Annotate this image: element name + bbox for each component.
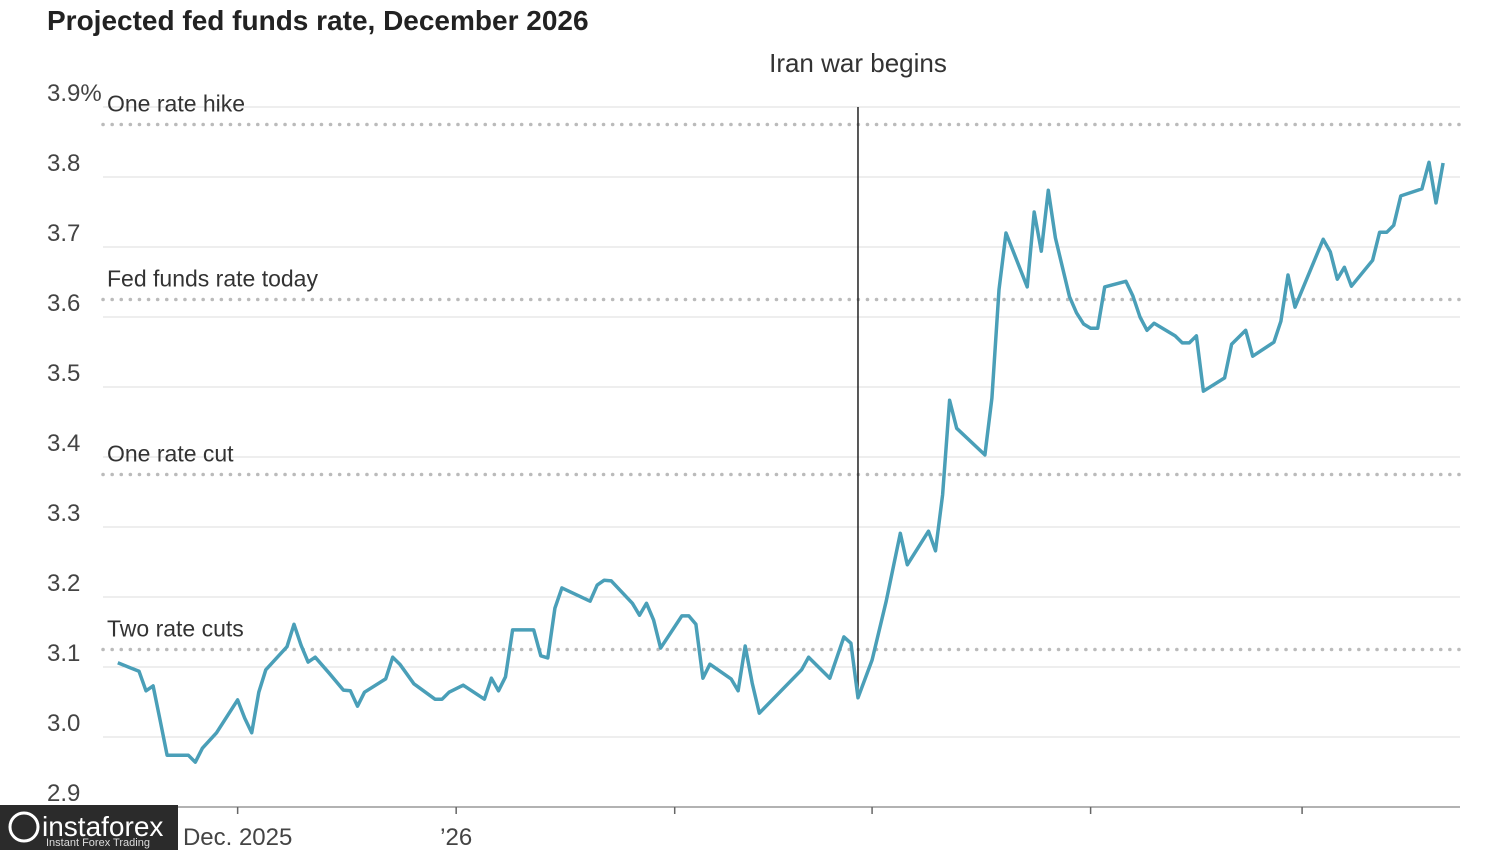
y-tick-label: 3.2 — [47, 570, 80, 597]
y-tick-label: 3.4 — [47, 430, 80, 457]
y-tick-label: 3.0 — [47, 710, 80, 737]
plot-area: 2.9 3.0 3.1 3.2 3.3 3.4 3.5 3.6 3.7 3.8 3.9% Dec. 2… — [47, 48, 1462, 850]
watermark-logo — [8, 811, 40, 843]
reference-label: One rate cut — [107, 441, 234, 467]
reference-label: Fed funds rate today — [107, 266, 318, 292]
y-tick-label: 3.7 — [47, 220, 80, 247]
reference-label: Two rate cuts — [107, 616, 244, 642]
watermark-tagline: Instant Forex Trading — [46, 837, 150, 849]
y-tick-label: 3.3 — [47, 500, 80, 527]
reference-label: One rate hike — [107, 91, 245, 117]
y-tick-label: 3.9% — [47, 80, 102, 107]
y-tick-label: 3.8 — [47, 150, 80, 177]
annotation-label: Iran war begins — [769, 48, 947, 78]
x-tick-label: Dec. 2025 — [183, 824, 292, 850]
y-tick-label: 3.6 — [47, 290, 80, 317]
chart-title: Projected fed funds rate, December 2026 — [47, 5, 589, 36]
x-tick-label: ’26 — [440, 824, 472, 850]
y-tick-label: 3.5 — [47, 360, 80, 387]
watermark-box — [0, 805, 178, 850]
y-tick-label: 3.1 — [47, 640, 80, 667]
watermark: instaforex Instant Forex Trading — [0, 805, 178, 850]
watermark-brand: instaforex — [42, 811, 163, 842]
data-line — [117, 160, 1445, 764]
y-tick-label: 2.9 — [47, 780, 80, 807]
